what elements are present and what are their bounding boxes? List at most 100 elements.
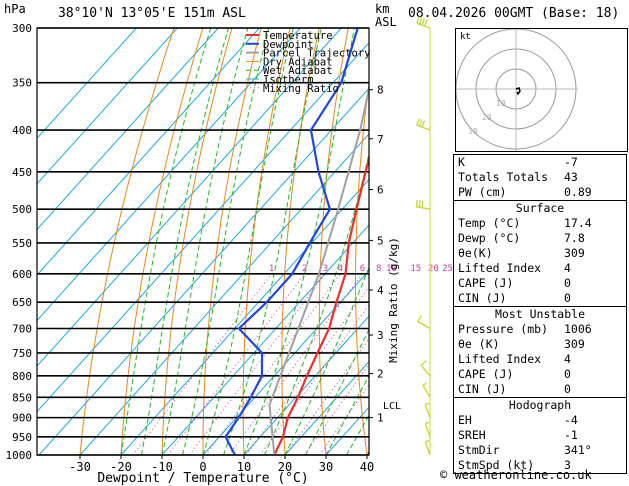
pressure-tick-label: 450	[12, 166, 32, 179]
credit-label: © weatheronline.co.uk	[440, 468, 592, 482]
index-label: CIN (J)	[458, 382, 507, 396]
isotherm-line	[37, 42, 369, 413]
index-label: SREH	[458, 428, 486, 442]
km-tick-label: 7	[377, 133, 384, 146]
legend-entry-label: Parcel Trajectory	[263, 48, 370, 60]
index-value: 7.8	[564, 231, 585, 245]
km-tick-label: 1	[377, 412, 384, 425]
dry-adiabat-line	[355, 79, 369, 455]
dewpoint-profile	[224, 28, 359, 455]
index-row: Dewp (°C) 7.8	[454, 231, 626, 246]
wet-adiabat-line	[161, 28, 249, 455]
x-tick-label: -10	[151, 460, 173, 474]
index-label: K	[458, 155, 465, 169]
x-tick-label: 30	[319, 460, 333, 474]
index-row: CAPE (J) 0	[454, 367, 626, 382]
pressure-tick-label: 600	[12, 268, 32, 281]
km-tick-label: 6	[377, 183, 384, 196]
legend-entry-label: Temperature	[263, 30, 333, 42]
index-row: SREH -1	[454, 428, 626, 443]
mixing-ratio-value-label: 2	[302, 264, 307, 274]
index-label: Temp (°C)	[458, 216, 521, 230]
x-tick-label: 20	[278, 460, 292, 474]
index-value: 3	[564, 458, 571, 472]
index-value: 0	[564, 382, 571, 396]
index-row: Pressure (mb) 1006	[454, 322, 626, 337]
mixing-ratio-value-label: 25	[442, 264, 453, 274]
index-row: θe(K) 309	[454, 246, 626, 261]
x-tick-label: 40	[360, 460, 374, 474]
index-label: Totals Totals	[458, 170, 549, 184]
wind-barb-staff	[424, 404, 431, 418]
index-label: StmSpd (kt)	[458, 458, 535, 472]
index-label: StmDir	[458, 443, 500, 457]
wind-barb	[420, 360, 431, 377]
index-label: CAPE (J)	[458, 367, 514, 381]
wind-barb	[424, 421, 431, 438]
wind-barb-flag	[422, 382, 427, 386]
index-value: 0	[564, 291, 571, 305]
unstable-section-title: Most Unstable	[454, 306, 626, 322]
wind-barb-staff	[424, 441, 431, 456]
asl-unit-label: ASL	[375, 15, 397, 29]
mixing-ratio-value-label: 20	[428, 264, 439, 274]
mixing-ratio-value-label: 3	[323, 264, 328, 274]
wind-barb-flag	[425, 439, 430, 443]
index-row: CIN (J) 0	[454, 382, 626, 397]
wind-barb	[424, 402, 431, 418]
legend-entry-label: Dewpoint	[263, 39, 314, 51]
pressure-tick-label: 350	[12, 77, 32, 90]
legend-entry-label: Isotherm	[263, 74, 314, 86]
indices-top-table: K -7 Totals Totals 43 PW (cm) 0.89	[454, 155, 626, 200]
index-label: PW (cm)	[458, 185, 507, 199]
temperature-profile	[273, 154, 369, 455]
pressure-tick-label: 300	[12, 22, 32, 35]
dry-adiabat-line	[161, 28, 233, 455]
run-title: 08.04.2026 00GMT (Base: 18)	[408, 6, 620, 21]
index-label: EH	[458, 413, 472, 427]
wind-barb-flag	[421, 18, 426, 26]
wind-barb-flag	[420, 360, 427, 366]
mixing-ratio-line	[259, 304, 369, 455]
indices-panel: K -7 Totals Totals 43 PW (cm) 0.89 Surface Te…	[453, 154, 627, 474]
pressure-tick-label: 550	[12, 237, 32, 250]
wind-barb-flag	[417, 315, 422, 322]
legend-entry-label: Mixing Ratio	[263, 83, 339, 95]
isotherm-line	[38, 87, 369, 455]
index-value: 4	[564, 352, 571, 366]
lcl-label: LCL	[383, 401, 401, 412]
wind-barb-staff	[417, 320, 431, 330]
isotherm-line	[79, 133, 369, 455]
wind-barb-staff	[416, 206, 431, 210]
isotherm-line	[120, 178, 369, 455]
wind-barb-flag	[424, 421, 430, 425]
index-value: 0.89	[564, 185, 592, 199]
index-value: -1	[564, 428, 578, 442]
index-row: CAPE (J) 0	[454, 276, 626, 291]
index-row: Temp (°C) 17.4	[454, 216, 626, 231]
hodograph-ring-label: 10	[496, 99, 506, 108]
index-label: Pressure (mb)	[458, 322, 549, 336]
pressure-tick-label: 500	[12, 203, 32, 216]
index-label: CAPE (J)	[458, 276, 514, 290]
wind-barb-flag	[418, 200, 421, 208]
hodograph-ring-label: 20	[482, 113, 492, 122]
mixing-ratio-line	[189, 273, 326, 455]
index-label: θe (K)	[458, 337, 500, 351]
index-value: 43	[564, 170, 578, 184]
wind-barb-staff	[424, 423, 431, 438]
dry-adiabat-line	[79, 28, 175, 455]
index-row: StmDir 341°	[454, 443, 626, 458]
mixing-ratio-line	[318, 383, 369, 455]
hodograph-panel: kt 10 20 30	[455, 28, 628, 152]
index-value: 0	[564, 367, 571, 381]
isotherm-line	[202, 269, 369, 455]
hpa-unit-label: hPa	[4, 2, 26, 16]
wind-barb	[422, 382, 431, 398]
legend-entry-label: Wet Adiabat	[263, 65, 333, 77]
index-label: Lifted Index	[458, 261, 542, 275]
isotherm-line	[37, 28, 260, 276]
km-tick-label: 4	[377, 284, 384, 297]
